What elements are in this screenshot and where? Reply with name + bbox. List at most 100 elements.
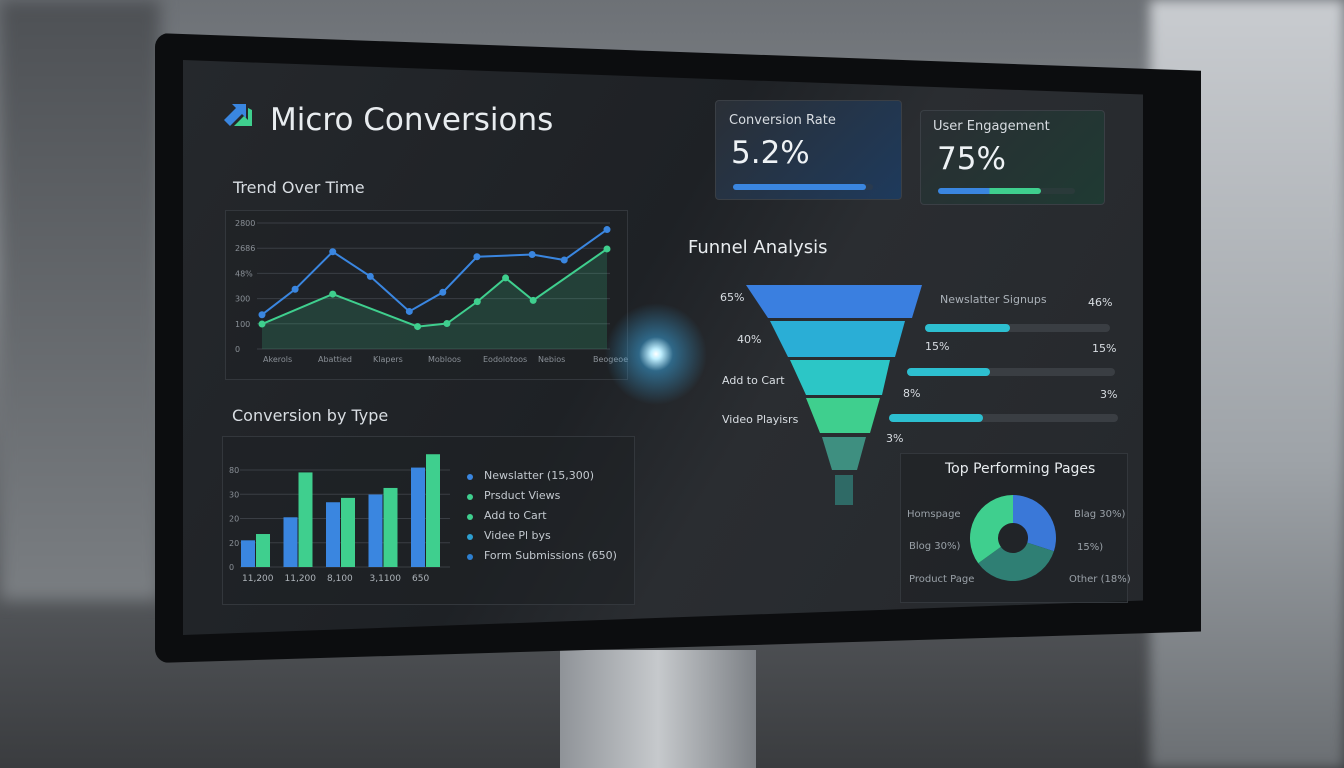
funnel-progress-bar xyxy=(907,368,1115,376)
bar xyxy=(298,472,313,567)
x-tick-label: 11,200 xyxy=(285,574,317,584)
monitor-stand xyxy=(560,650,756,768)
funnel-row-value: 15% xyxy=(1092,342,1117,355)
funnel-label: 65% xyxy=(720,291,745,304)
kpi-bar xyxy=(938,188,1075,194)
y-tick-label: 0 xyxy=(235,345,240,354)
bar xyxy=(426,454,440,567)
funnel-segment xyxy=(835,475,853,505)
funnel-title: Funnel Analysis xyxy=(688,237,828,258)
y-tick-label: 2686 xyxy=(235,244,255,253)
x-tick-label: 11,200 xyxy=(242,574,274,584)
y-tick-label: 300 xyxy=(235,295,250,304)
x-tick-label: Mobloos xyxy=(428,355,461,364)
funnel-label: Video Playisrs xyxy=(722,413,799,426)
y-tick-label: 2800 xyxy=(235,219,255,228)
legend-swatch xyxy=(467,534,473,540)
bar xyxy=(383,487,398,567)
donut-slice xyxy=(1013,495,1056,552)
data-point xyxy=(502,274,510,282)
x-tick-label: Klapers xyxy=(373,355,403,364)
data-point xyxy=(560,256,568,264)
legend-swatch xyxy=(467,554,473,560)
bar xyxy=(256,534,270,567)
x-tick-label: 8,100 xyxy=(327,574,353,584)
series-line xyxy=(261,228,608,316)
legend-label: Newslatter (15,300) xyxy=(484,469,595,482)
kpi-value: 5.2% xyxy=(731,135,810,171)
bar-chart: 0 20 20 30 80 11,200 11,200 8,100 3,1100 650 xyxy=(229,454,450,584)
legend-label: Add to Cart xyxy=(484,509,547,522)
funnel-segment xyxy=(790,360,890,395)
funnel-row-value: 46% xyxy=(1088,296,1113,309)
data-point xyxy=(443,320,451,328)
trend-panel xyxy=(225,210,628,380)
legend-swatch xyxy=(467,494,473,500)
x-tick-label: Eodolotoos xyxy=(483,355,527,364)
data-point xyxy=(414,323,422,331)
funnel-row-value: 15% xyxy=(925,340,950,353)
legend-label: Form Submissions (650) xyxy=(484,549,617,562)
data-point xyxy=(603,226,611,234)
funnel-segment xyxy=(746,285,922,318)
legend-label: Prsduct Views xyxy=(484,489,561,502)
legend-swatch xyxy=(467,474,473,480)
funnel-segment xyxy=(770,321,905,357)
donut-chart xyxy=(970,495,1056,581)
donut-slice xyxy=(978,542,1054,581)
data-point xyxy=(439,288,447,296)
data-point xyxy=(329,248,337,256)
funnel-label: 40% xyxy=(737,333,762,346)
bar xyxy=(326,502,340,567)
pie-label: Blag 30%) xyxy=(1074,509,1126,520)
x-tick-label: 3,1100 xyxy=(370,574,402,584)
y-tick-label: 100 xyxy=(235,320,250,329)
pie-label: Product Page xyxy=(909,574,975,585)
arrow-logo-icon xyxy=(224,104,252,126)
y-tick-label: 48% xyxy=(235,269,253,278)
x-tick-label: Akerols xyxy=(263,355,292,364)
kpi-user-engagement: User Engagement 75% xyxy=(920,110,1105,205)
y-tick-label: 30 xyxy=(229,490,239,499)
pie-label: Homspage xyxy=(907,509,961,520)
kpi-conversion-rate: Conversion Rate 5.2% xyxy=(715,100,902,200)
lens-flare xyxy=(596,294,716,414)
trend-chart: 0 100 300 48% 2686 2800 Akerols Abattied Klapers… xyxy=(235,219,628,364)
bar xyxy=(341,497,355,567)
y-tick-label: 20 xyxy=(229,539,239,548)
funnel-chart xyxy=(746,285,922,505)
conversion-type-title: Conversion by Type xyxy=(232,406,389,425)
funnel-row-value: 8% xyxy=(903,387,921,400)
x-tick-label: 650 xyxy=(412,574,429,584)
data-point xyxy=(603,245,611,253)
kpi-label: Conversion Rate xyxy=(729,113,836,128)
data-point xyxy=(405,307,413,315)
bar xyxy=(368,494,383,567)
kpi-value: 75% xyxy=(937,141,1006,177)
legend-label: Videe Pl bys xyxy=(484,529,551,542)
x-tick-label: Nebios xyxy=(538,355,565,364)
pie-label: Blog 30%) xyxy=(909,541,961,552)
pie-label: Other (18%) xyxy=(1069,574,1131,585)
funnel-progress-bar xyxy=(889,414,1118,422)
funnel-progress-bar xyxy=(925,324,1110,332)
top-pages-title: Top Performing Pages xyxy=(945,461,1096,477)
background-wall xyxy=(0,0,160,600)
kpi-bar xyxy=(733,184,873,190)
series-area xyxy=(262,248,607,349)
funnel-segment xyxy=(806,398,880,433)
bar xyxy=(283,517,298,567)
funnel-row-label: Newslatter Signups xyxy=(940,293,1047,306)
funnel-row-value: 3% xyxy=(1100,388,1118,401)
bar xyxy=(411,467,425,567)
kpi-label: User Engagement xyxy=(933,119,1050,134)
y-tick-label: 20 xyxy=(229,515,239,524)
series-line xyxy=(261,248,608,328)
data-point xyxy=(473,253,481,261)
funnel-segment xyxy=(822,437,866,470)
donut-slice xyxy=(970,495,1013,564)
bar xyxy=(241,540,255,567)
x-tick-label: Abattied xyxy=(318,355,352,364)
data-point xyxy=(258,311,266,319)
y-tick-label: 0 xyxy=(229,563,234,572)
